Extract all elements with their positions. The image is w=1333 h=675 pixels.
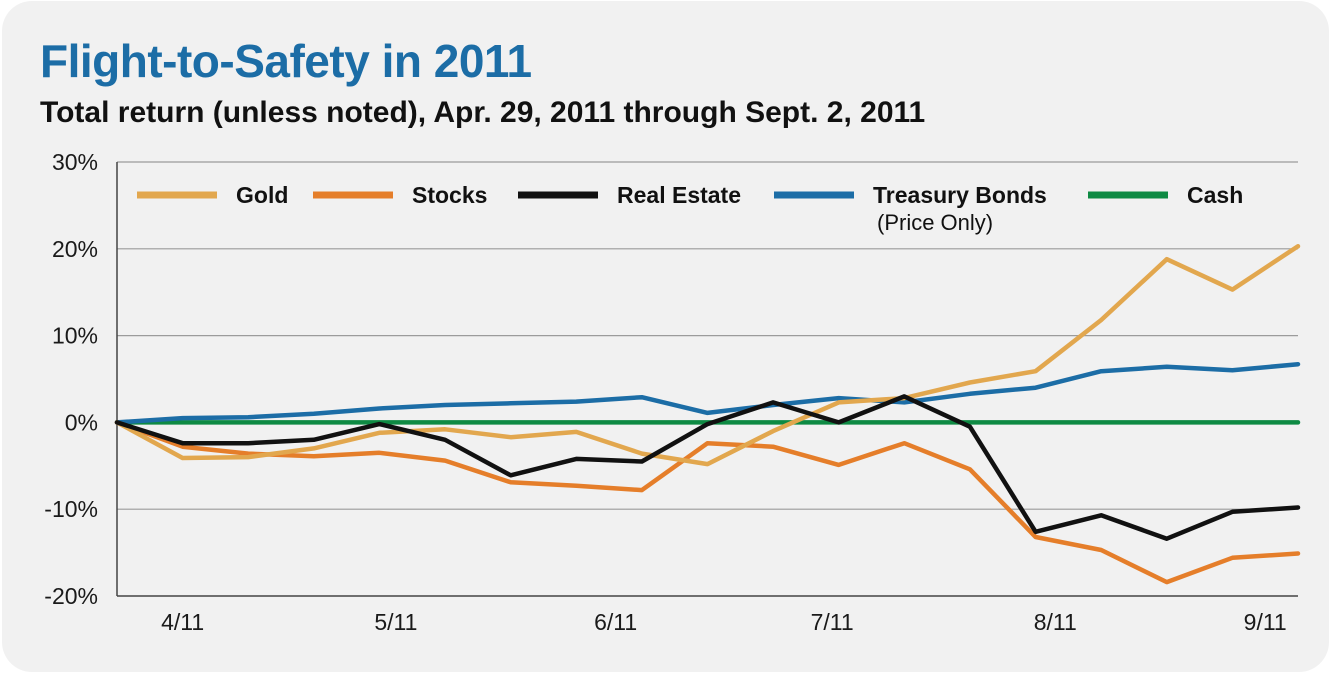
x-tick-label: 7/11	[811, 609, 854, 635]
legend-note: (Price Only)	[877, 210, 993, 235]
legend-label: Cash	[1187, 182, 1243, 208]
x-tick-label: 6/11	[594, 609, 637, 635]
axes	[116, 162, 1298, 597]
series-line-real-estate	[114, 394, 1301, 541]
y-tick-label: 0%	[65, 409, 98, 435]
y-tick-label: -10%	[44, 496, 98, 522]
series-line-stocks	[114, 420, 1301, 585]
legend: Gold Stocks Real Estate Treasury Bonds(Pric…	[137, 182, 1243, 235]
x-tick-label: 5/11	[374, 609, 417, 635]
y-tick-label: -20%	[44, 583, 98, 609]
chart-subtitle: Total return (unless noted), Apr. 29, 20…	[40, 96, 926, 129]
x-tick-label: 4/11	[161, 609, 204, 635]
x-tick-label: 9/11	[1244, 609, 1287, 635]
series-lines	[114, 243, 1301, 585]
x-tick-label: 8/11	[1034, 609, 1077, 635]
y-tick-label: 30%	[52, 149, 98, 175]
chart-title: Flight-to-Safety in 2011	[40, 35, 532, 87]
y-tick-label: 10%	[52, 323, 98, 349]
legend-label: Stocks	[412, 182, 487, 208]
series-line-treasury-bonds	[114, 361, 1301, 425]
legend-label: Treasury Bonds	[873, 182, 1047, 208]
legend-label: Gold	[236, 182, 288, 208]
legend-label: Real Estate	[617, 182, 741, 208]
x-axis-ticks: 4/11 5/11 6/11 7/11 8/11 9/11	[161, 609, 1287, 635]
y-axis-ticks: 30% 20% 10% 0% -10% -20%	[44, 149, 98, 609]
y-tick-label: 20%	[52, 236, 98, 262]
series-line-gold	[114, 243, 1301, 467]
